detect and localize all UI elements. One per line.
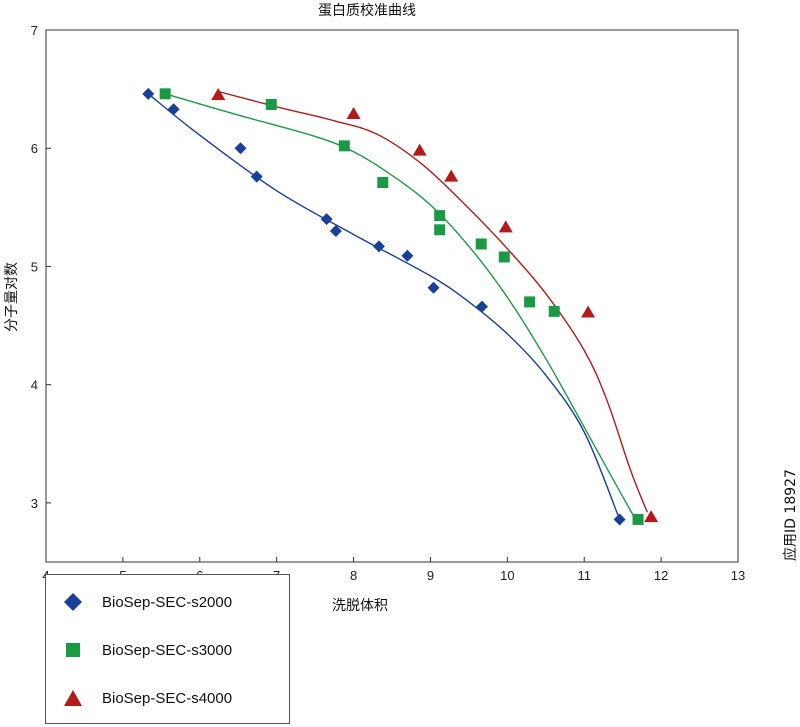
fit-curve-2 bbox=[165, 93, 635, 518]
chart-title: 蛋白质校准曲线 bbox=[318, 2, 416, 19]
y-tick-label: 6 bbox=[31, 141, 38, 156]
legend: BioSep-SEC-s2000 BioSep-SEC-s3000 BioSep… bbox=[45, 574, 290, 724]
x-tick-label: 11 bbox=[577, 568, 591, 583]
data-point-square bbox=[377, 177, 389, 189]
data-point-square bbox=[498, 251, 510, 263]
data-point-triangle bbox=[346, 106, 361, 119]
data-point-diamond bbox=[427, 281, 440, 294]
data-point-diamond bbox=[372, 240, 385, 253]
y-tick-label: 5 bbox=[31, 259, 38, 274]
data-point-diamond bbox=[475, 300, 488, 313]
data-point-diamond bbox=[329, 224, 342, 237]
data-point-square bbox=[434, 210, 446, 222]
data-point-square bbox=[548, 305, 560, 317]
data-point-square bbox=[265, 98, 277, 110]
data-point-square bbox=[434, 224, 446, 236]
data-point-triangle bbox=[444, 169, 459, 182]
fit-curves bbox=[147, 90, 648, 520]
application-id-label: 应用ID 18927 bbox=[782, 469, 799, 561]
x-tick-label: 10 bbox=[500, 568, 514, 583]
data-point-square bbox=[632, 513, 644, 525]
legend-item-s2000: BioSep-SEC-s2000 bbox=[46, 587, 232, 617]
data-point-triangle bbox=[644, 510, 659, 523]
x-tick-label: 13 bbox=[731, 568, 745, 583]
y-tick-label: 7 bbox=[31, 23, 38, 38]
data-point-triangle bbox=[581, 305, 596, 318]
data-point-triangle bbox=[412, 143, 427, 156]
legend-item-s3000: BioSep-SEC-s3000 bbox=[46, 635, 232, 665]
legend-label: BioSep-SEC-s2000 bbox=[102, 593, 233, 611]
legend-label: BioSep-SEC-s4000 bbox=[102, 689, 233, 707]
data-point-square bbox=[338, 140, 350, 152]
data-point-square bbox=[524, 296, 536, 308]
data-point-triangle bbox=[211, 88, 226, 101]
x-tick-label: 9 bbox=[427, 568, 434, 583]
y-tick-label: 3 bbox=[31, 496, 38, 511]
data-point-diamond bbox=[167, 103, 180, 116]
triangle-marker-icon bbox=[62, 687, 84, 709]
data-point-diamond bbox=[142, 87, 155, 100]
data-points bbox=[142, 87, 659, 526]
legend-label: BioSep-SEC-s3000 bbox=[102, 641, 233, 659]
data-point-diamond bbox=[320, 213, 333, 226]
data-point-square bbox=[475, 238, 487, 250]
y-axis-ticks: 3 4 5 6 7 bbox=[31, 23, 51, 511]
plot-frame bbox=[45, 29, 739, 563]
data-point-diamond bbox=[401, 249, 414, 262]
x-tick-label: 8 bbox=[350, 568, 357, 583]
data-point-triangle bbox=[498, 220, 513, 233]
y-axis-title: 分子量对数 bbox=[4, 262, 20, 332]
fit-curve-1 bbox=[147, 93, 621, 520]
diamond-marker-icon bbox=[62, 591, 84, 613]
x-axis-title: 洗脱体积 bbox=[332, 598, 388, 614]
data-point-square bbox=[159, 88, 171, 100]
fit-curve-3 bbox=[218, 90, 648, 513]
legend-item-s4000: BioSep-SEC-s4000 bbox=[46, 683, 232, 713]
data-point-diamond bbox=[613, 513, 626, 526]
square-marker-icon bbox=[62, 639, 84, 661]
data-point-diamond bbox=[234, 142, 247, 155]
x-tick-label: 12 bbox=[654, 568, 668, 583]
y-tick-label: 4 bbox=[31, 378, 38, 393]
data-point-diamond bbox=[250, 170, 263, 183]
